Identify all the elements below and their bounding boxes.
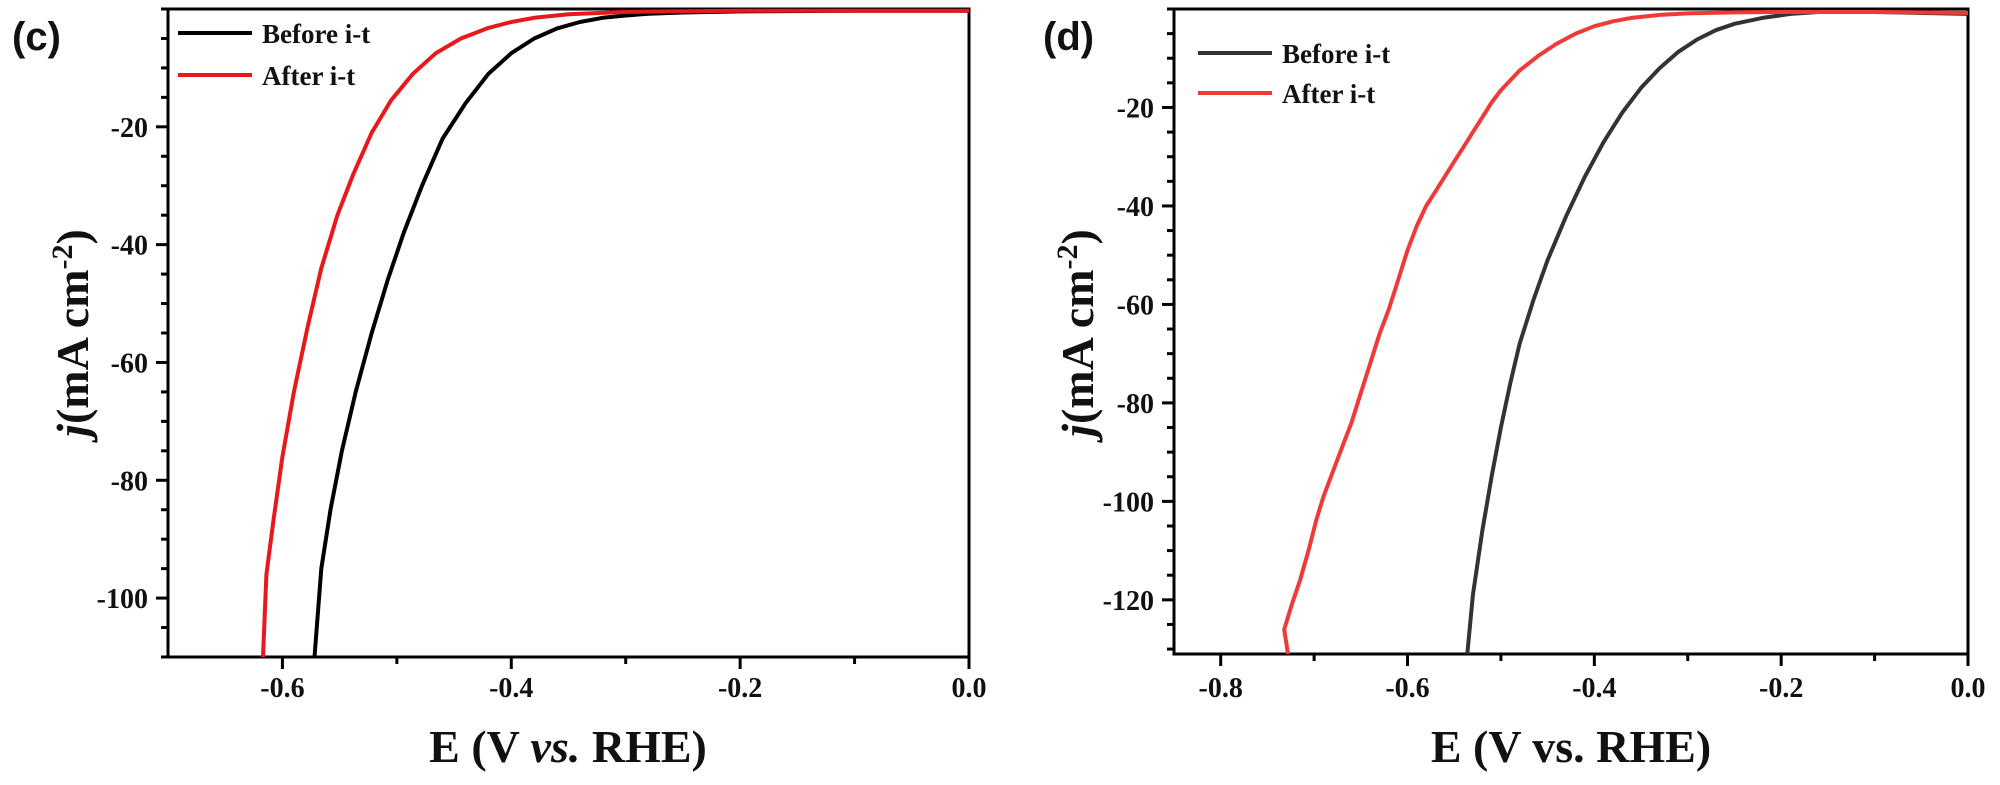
series-group-c xyxy=(261,8,969,658)
y-tick-label-c: -40 xyxy=(111,231,148,262)
axes-d: -0.8 -0.6 -0.4 -0.2 0.0 -20 -40 -60 -80 -100 -120 xyxy=(1103,7,1986,704)
panel-d: (d) -0.8 -0.6 -0.4 -0.2 0.0-20-40-60-80-100-… xyxy=(1043,7,1986,772)
y-axis-title-d-j: j xyxy=(1052,424,1103,444)
y-axis-title-c-unit: (mA cm xyxy=(47,269,98,424)
y-axis-title-d: j(mA cm-2) xyxy=(1051,229,1103,444)
y-tick-label-c: -20 xyxy=(111,113,148,144)
y-tick-label-d: -100 xyxy=(1103,487,1154,518)
x-tick-label-c: -0.4 xyxy=(489,673,533,704)
x-axis-title-c-part3: RHE) xyxy=(580,721,707,772)
x-axis-title-c-vs: vs. xyxy=(531,721,581,772)
y-tick-label-d: -80 xyxy=(1117,389,1154,420)
series-line-d-after xyxy=(1282,10,1969,655)
y-tick-label-c: -60 xyxy=(111,348,148,379)
x-tick-label-d: -0.8 xyxy=(1199,673,1243,704)
y-axis-title-c: j(mA cm-2) xyxy=(46,229,98,444)
y-axis-title-d-unit: (mA cm xyxy=(1052,269,1103,424)
axes-c: -0.6 -0.4 -0.2 0.0 -20 -40 -60 -80 -100 xyxy=(97,7,987,704)
legend-label-after-c: After i-t xyxy=(262,61,355,91)
x-axis-title-d: E (V vs. RHE) xyxy=(1431,721,1711,772)
series-line-c-before xyxy=(312,8,969,658)
y-axis-title-c-exp: -2 xyxy=(46,244,79,269)
x-axis-title-c-part1: E (V xyxy=(429,721,530,772)
legend-label-before-d: Before i-t xyxy=(1282,39,1390,69)
x-tick-label-d: -0.6 xyxy=(1385,673,1429,704)
panel-label-c: (c) xyxy=(12,15,61,59)
y-axis-title-d-close: ) xyxy=(1052,229,1103,244)
plot-frame-d xyxy=(1172,7,1970,656)
x-tick-label-d: -0.2 xyxy=(1759,673,1803,704)
x-tick-label-c: 0.0 xyxy=(952,673,987,704)
y-tick-label-c: -100 xyxy=(97,584,148,615)
y-tick-label-d: -120 xyxy=(1103,586,1154,617)
x-tick-label-c: -0.6 xyxy=(260,673,304,704)
y-axis-title-c-close: ) xyxy=(47,229,98,244)
legend-c: Before i-t After i-t xyxy=(178,19,370,91)
y-tick-label-c: -80 xyxy=(111,466,148,497)
legend-label-after-d: After i-t xyxy=(1282,79,1375,109)
plot-frame-c xyxy=(166,7,971,659)
y-tick-label-d: -40 xyxy=(1117,192,1154,223)
y-tick-label-d: -20 xyxy=(1117,93,1154,124)
x-tick-label-c: -0.2 xyxy=(718,673,762,704)
y-axis-title-c-j: j xyxy=(47,424,98,444)
series-line-c-after xyxy=(261,8,969,658)
x-axis-title-c: E (V vs. RHE) xyxy=(429,721,707,772)
series-line-d-before xyxy=(1465,10,1969,655)
legend-label-before-c: Before i-t xyxy=(262,19,370,49)
legend-d: Before i-t After i-t xyxy=(1198,39,1390,109)
panel-label-d: (d) xyxy=(1043,15,1094,59)
panel-c: (c) -0.6 -0.4 -0.2 0.0 -20 -40 -60 -80 -100 Befo… xyxy=(12,7,987,772)
series-group-d xyxy=(1282,10,1969,655)
y-axis-title-d-exp: -2 xyxy=(1051,244,1084,269)
x-tick-label-d: -0.4 xyxy=(1572,673,1616,704)
y-tick-label-d: -60 xyxy=(1117,290,1154,321)
x-tick-label-d: 0.0 xyxy=(1951,673,1986,704)
